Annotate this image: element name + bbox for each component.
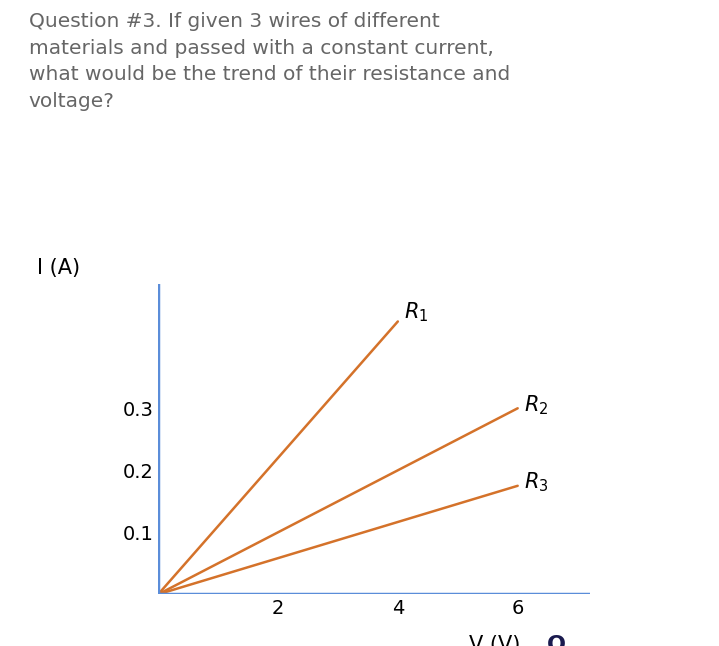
Text: Question #3. If given 3 wires of different
materials and passed with a constant : Question #3. If given 3 wires of differe… — [29, 12, 510, 110]
Text: $R_2$: $R_2$ — [523, 393, 548, 417]
Text: $R_3$: $R_3$ — [523, 471, 548, 494]
Text: V (V): V (V) — [469, 634, 520, 646]
Text: Q: Q — [546, 634, 565, 646]
Text: I (A): I (A) — [37, 258, 81, 278]
Text: $R_1$: $R_1$ — [404, 300, 429, 324]
